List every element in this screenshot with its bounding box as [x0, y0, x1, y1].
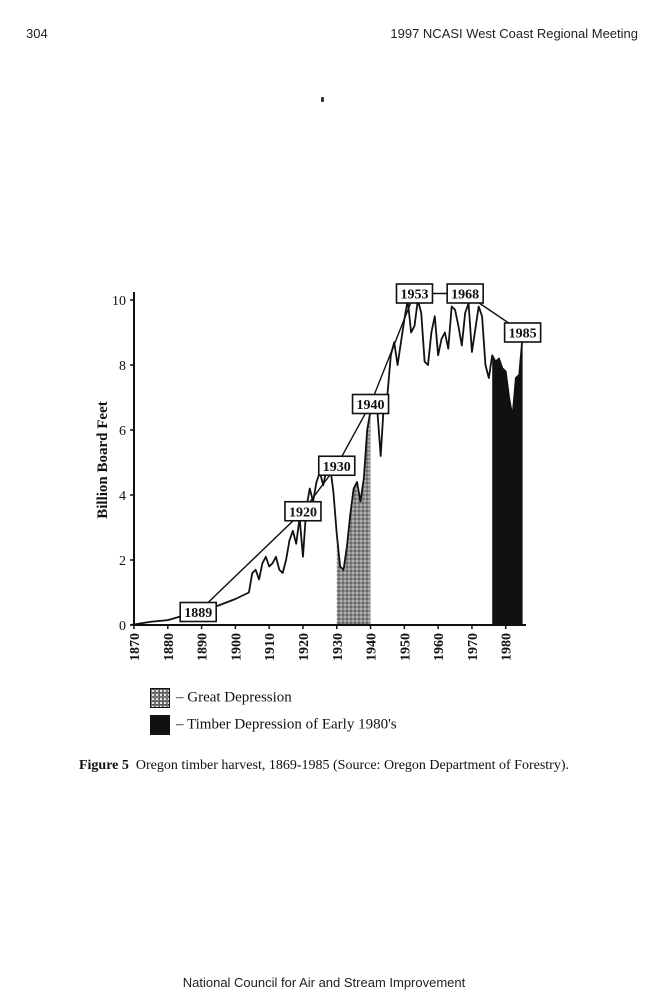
x-tick-label: 1920 [297, 633, 312, 661]
x-tick-label: 1890 [196, 633, 211, 661]
milestone-box [179, 601, 218, 623]
y-tick-label: 6 [119, 424, 126, 439]
x-tick-label: 1930 [331, 633, 346, 661]
y-axis-label: Billion Board Feet [95, 401, 111, 519]
timber-depression-swatch [150, 715, 170, 735]
milestone-label: 1940 [357, 398, 385, 413]
great-depression-swatch [150, 688, 170, 708]
figure-caption-text: Oregon timber harvest, 1869-1985 (Source… [135, 758, 569, 773]
y-tick-label: 8 [119, 359, 126, 374]
milestone-label: 1920 [289, 505, 317, 520]
scan-speck [321, 97, 324, 102]
y-tick-label: 0 [119, 619, 126, 634]
y-tick-label: 4 [119, 489, 126, 504]
milestone-box [351, 393, 390, 415]
legend-great-depression: – Great Depression [150, 688, 292, 708]
timber-depression-area [492, 335, 523, 625]
x-tick-label: 1950 [398, 633, 413, 661]
milestone-box [446, 283, 484, 304]
milestone-label: 1930 [323, 460, 351, 475]
y-tick-label: 10 [112, 294, 126, 309]
milestone-annotations: 1889 1920 1930 1940 1953 1968 1985 [179, 283, 542, 623]
x-tick-label: 1880 [162, 633, 177, 661]
milestone-label: 1889 [184, 606, 212, 621]
milestone-label: 1968 [451, 288, 479, 303]
x-tick-label: 1910 [263, 633, 278, 661]
milestone-box [503, 322, 542, 343]
running-title: 1997 NCASI West Coast Regional Meeting [390, 26, 638, 41]
x-tick-label: 1870 [128, 633, 143, 661]
legend-great-depression-label: – Great Depression [176, 689, 292, 706]
shaded-periods [336, 335, 523, 625]
y-tick-label: 2 [119, 554, 126, 569]
figure-label: Figure 5 [78, 758, 129, 773]
x-tick-label: 1960 [432, 633, 447, 661]
milestone-box [284, 500, 322, 522]
x-tick-label: 1970 [466, 633, 481, 661]
great-depression-area [336, 410, 371, 625]
page-number: 304 [26, 26, 48, 41]
milestone-box [317, 455, 356, 477]
page-footer: National Council for Air and Stream Impr… [182, 975, 466, 990]
x-tick-label: 1980 [500, 633, 515, 661]
legend-timber-depression: – Timber Depression of Early 1980's [150, 715, 397, 735]
x-tick-label: 1940 [365, 633, 380, 661]
milestone-box [395, 283, 434, 304]
chart-axes: 0 2 4 6 8 10 1870 1880 1890 1900 1910 1920 1930 1940 1… [112, 292, 526, 661]
figure-caption: Figure 5 Oregon timber harvest, 1869-198… [0, 758, 648, 774]
milestone-label: 1985 [509, 327, 537, 342]
legend-timber-depression-label: – Timber Depression of Early 1980's [176, 716, 397, 733]
x-tick-label: 1900 [229, 633, 244, 661]
milestone-label: 1953 [400, 288, 428, 303]
